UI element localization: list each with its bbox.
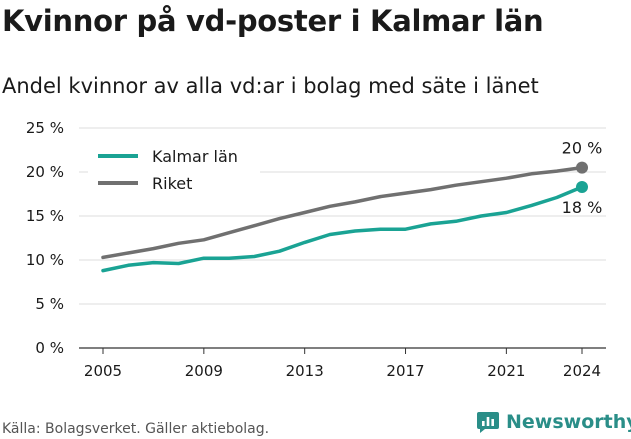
x-tick-label: 2021 [487, 362, 525, 380]
brand-name: Newsworthy [506, 411, 631, 433]
x-tick-label: 2009 [185, 362, 223, 380]
series-line-riket [101, 165, 584, 260]
series-line-kalmar [101, 185, 584, 273]
x-tick-label: 2017 [386, 362, 424, 380]
legend: Kalmar län Riket [88, 142, 260, 200]
legend-label-kalmar: Kalmar län [152, 147, 238, 166]
end-label-kalmar: 18 % [562, 198, 603, 217]
brand-logo: Newsworthy [476, 408, 631, 436]
series-lines [101, 161, 588, 273]
source-note: Källa: Bolagsverket. Gäller aktiebolag. [2, 421, 270, 437]
y-tick-label: 5 % [35, 295, 64, 313]
chart-subtitle: Andel kvinnor av alla vd:ar i bolag med … [2, 74, 539, 98]
end-label-riket: 20 % [562, 139, 603, 158]
x-tick-label: 2024 [563, 362, 601, 380]
y-tick-label: 10 % [26, 251, 64, 269]
y-tick-label: 15 % [26, 207, 64, 225]
y-tick-label: 25 % [26, 119, 64, 137]
end-marker-kalmar [576, 180, 588, 193]
legend-background [88, 142, 260, 200]
y-tick-label: 20 % [26, 163, 64, 181]
end-marker-riket [576, 161, 588, 174]
chart-title: Kvinnor på vd-poster i Kalmar län [2, 4, 544, 38]
y-tick-label: 0 % [35, 339, 64, 357]
line-chart: 0 %5 %10 %15 %20 %25 % 2005 2009 2013 2017 2… [26, 119, 606, 380]
y-axis-ticks: 0 % 5 % 10 % 15 % 20 % 25 % [26, 119, 64, 357]
x-axis-ticks: 2005 2009 2013 2017 2021 2024 [84, 348, 601, 380]
x-tick-label: 2013 [286, 362, 324, 380]
legend-label-riket: Riket [152, 174, 192, 193]
x-tick-label: 2005 [84, 362, 122, 380]
newsworthy-logo-icon [477, 412, 499, 433]
